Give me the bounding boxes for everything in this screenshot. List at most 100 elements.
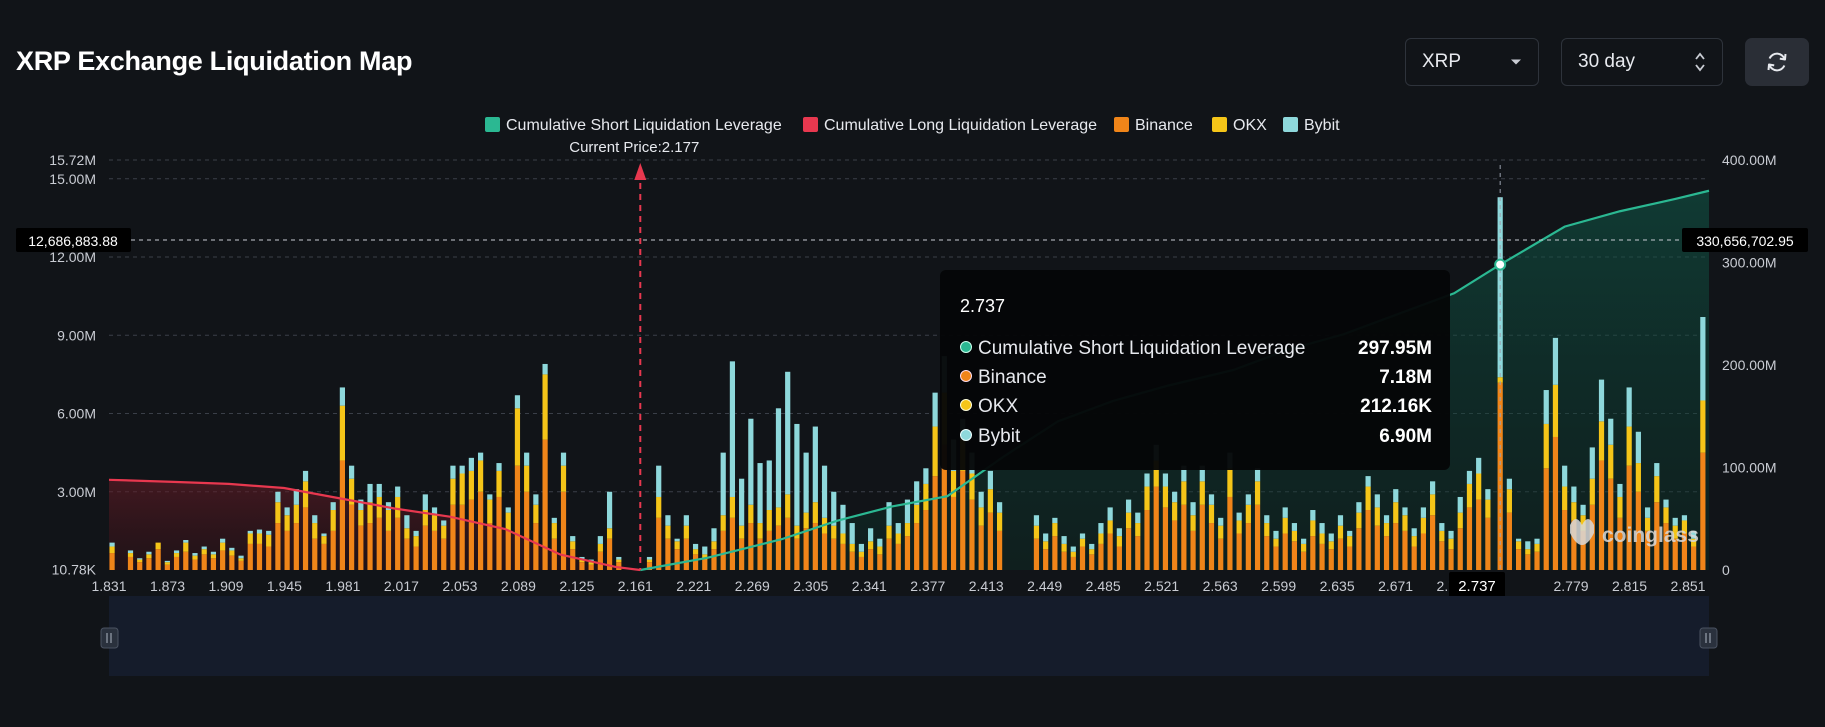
bar-bybit [229,547,235,551]
bar-okx [155,542,161,550]
bar-bybit [702,546,708,555]
bar-bybit [739,478,745,526]
bar-okx [1162,486,1169,508]
bar-binance [1070,556,1076,570]
bar-okx [1448,538,1454,550]
bar-bybit [238,555,244,559]
bar-binance [570,549,576,570]
bar-binance [616,562,622,570]
tooltip: 2.737 Cumulative Short Liquidation Lever… [940,270,1450,470]
bar-okx [266,534,272,547]
bar-okx [923,483,929,511]
range-slider-handle-right[interactable] [1699,627,1718,649]
bar-bybit [683,515,689,526]
legend-label-bybit: Bybit [1304,117,1340,134]
bar-bybit [1098,523,1104,534]
period-select-value: 30 day [1578,51,1636,72]
bar-binance [821,533,828,570]
bar-okx [1144,486,1150,511]
y-right-tick-label: 100.00M [1722,460,1776,476]
x-tick-label: 1.831 [91,578,126,594]
legend-item-binance[interactable]: Binance [1114,117,1193,134]
bar-bybit [551,517,557,524]
tooltip-row-short: Cumulative Short Liquidation Leverage 29… [960,338,1432,359]
bar-binance [1402,530,1408,570]
bar-binance [987,512,993,570]
bar-okx [422,510,428,526]
bar-okx [683,525,689,539]
bar-binance [1162,507,1169,570]
x-tick-label: 2.125 [559,578,594,594]
bar-bybit [183,540,189,543]
bar-binance [1282,533,1288,570]
bar-binance [238,560,244,570]
legend-swatch-long [803,117,818,132]
range-slider-handle-left[interactable] [100,627,119,649]
bar-bybit [987,470,993,490]
bar-bybit [330,502,336,511]
bar-binance [146,558,152,570]
bar-binance [487,523,493,570]
bar-bybit [1199,465,1205,482]
bar-bybit [1525,541,1531,550]
bar-okx [1043,541,1049,550]
bar-binance [1199,504,1205,570]
x-tick-label: 2.053 [442,578,477,594]
bar-okx [487,499,493,524]
bar-binance [395,517,401,570]
period-select[interactable]: 30 day [1561,38,1723,86]
bar-okx [1365,486,1371,511]
refresh-button[interactable] [1745,38,1809,86]
bar-bybit [1218,517,1224,526]
bar-binance [551,538,557,570]
bar-bybit [831,491,837,526]
bar-okx [1199,481,1205,505]
bar-binance [247,543,253,570]
bar-binance [656,517,662,570]
bar-bybit [1485,489,1491,500]
bar-okx [1190,515,1196,531]
legend-item-bybit[interactable]: Bybit [1283,117,1340,134]
bar-okx [146,554,152,559]
legend-item-okx[interactable]: OKX [1212,117,1267,134]
x-tick-label: 2.221 [676,578,711,594]
bar-binance [330,530,336,570]
bar-okx [1356,512,1362,529]
bar-bybit [137,558,143,560]
bar-okx [1420,517,1426,534]
bar-binance [579,562,585,570]
bar-binance [459,504,465,570]
x-tick-label: 1.873 [150,578,185,594]
bar-binance [950,496,957,570]
bar-okx [1393,502,1399,524]
bar-okx [950,470,957,497]
legend-swatch-okx [1212,117,1227,132]
legend-item-long[interactable]: Cumulative Long Liquidation Leverage [803,117,1097,134]
legend-item-short[interactable]: Cumulative Short Liquidation Leverage [485,117,782,134]
symbol-select[interactable]: XRP [1405,38,1539,86]
bar-bybit [1089,543,1095,550]
bar-bybit [904,499,911,524]
y-right-tick-label: 0 [1722,562,1730,578]
bar-bybit [996,502,1003,513]
bar-okx [579,559,585,563]
bar-binance [1052,536,1058,570]
bar-okx [1347,536,1353,547]
bar-binance [229,555,235,570]
range-slider[interactable] [100,596,1718,676]
long-line [108,478,641,572]
bar-binance [127,556,134,570]
bar-okx [1466,483,1473,508]
bar-bybit [656,465,662,497]
bar-binance [533,523,539,570]
bar-bybit [1190,502,1196,516]
tooltip-value: 212.16K [1360,396,1432,417]
bar-bybit [284,507,290,516]
bar-okx [450,478,456,505]
bar-bybit [914,481,920,505]
bar-binance [702,559,708,570]
bar-binance [1543,468,1549,570]
bar-okx [1135,523,1141,537]
bar-binance [1144,510,1150,570]
